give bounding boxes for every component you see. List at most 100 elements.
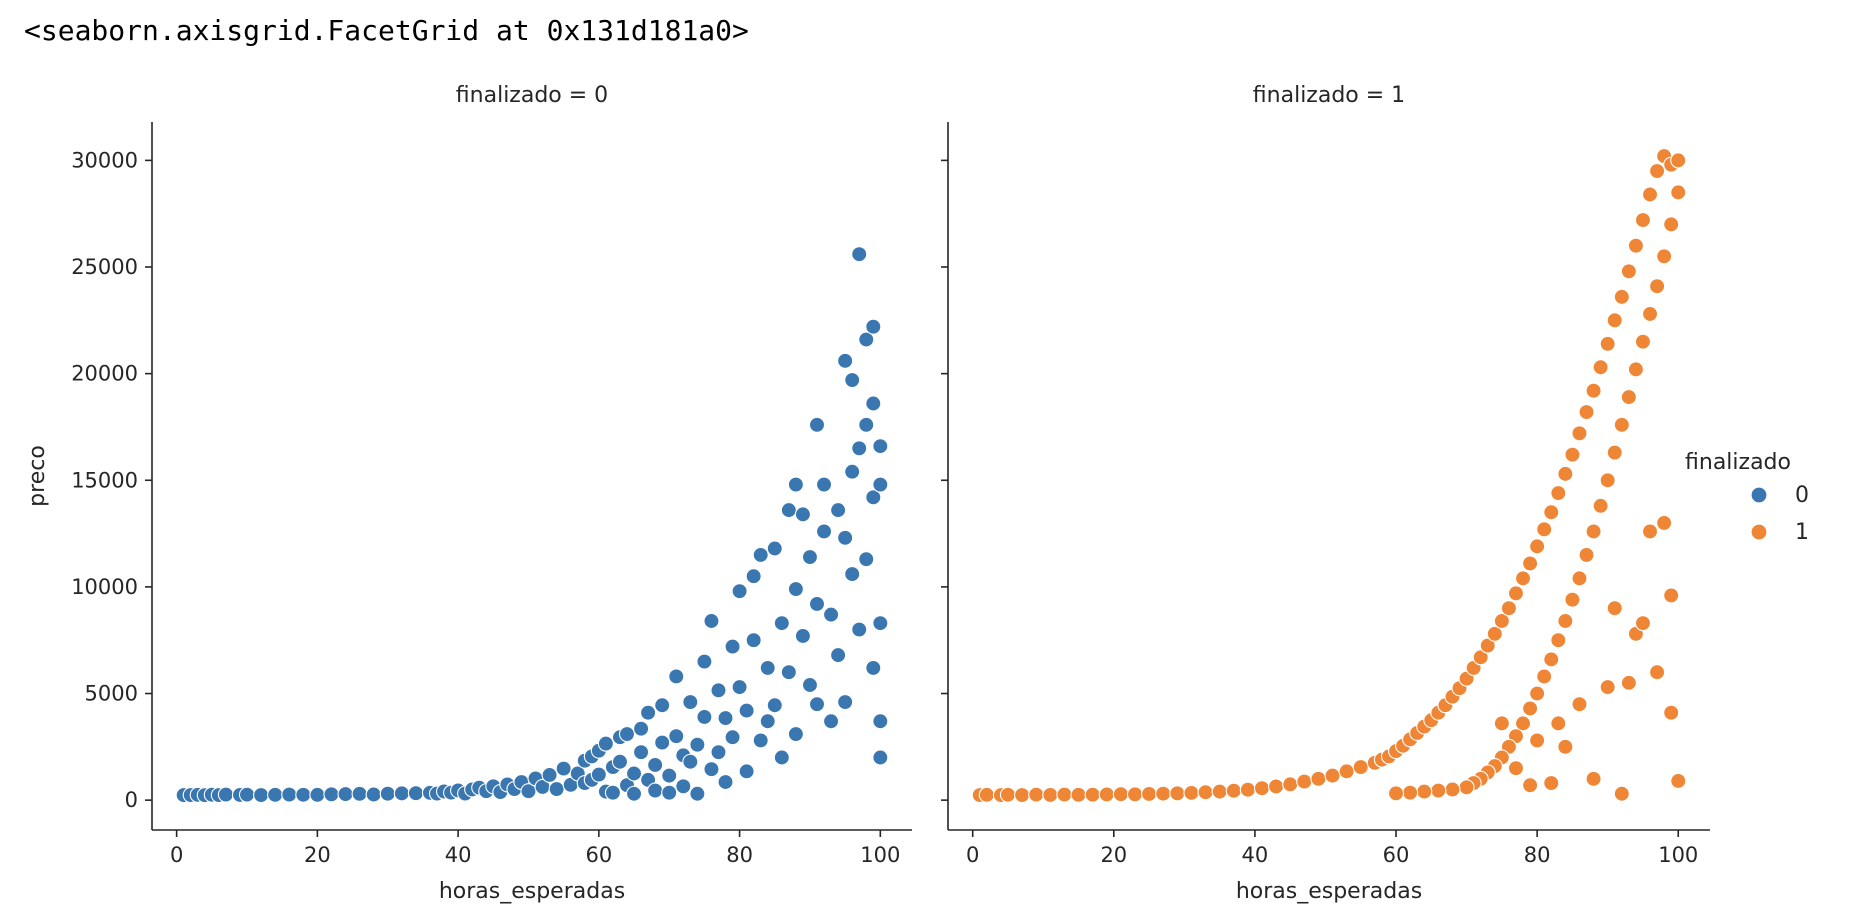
scatter-point <box>780 502 797 519</box>
scatter-point <box>696 708 713 726</box>
scatter-point <box>1536 668 1553 685</box>
scatter-point <box>1169 785 1186 802</box>
scatter-point <box>837 529 854 546</box>
scatter-point <box>647 782 664 799</box>
scatter-point <box>1599 335 1616 352</box>
scatter-point <box>1627 237 1644 254</box>
scatter-point <box>787 580 804 598</box>
scatter-point <box>1507 585 1525 602</box>
scatter-point <box>1571 425 1588 442</box>
scatter-point <box>1578 403 1595 421</box>
scatter-point <box>808 595 826 613</box>
scatter-point <box>309 786 326 803</box>
scatter-point <box>865 395 882 412</box>
scatter-point <box>1126 786 1144 803</box>
scatter-point <box>717 709 734 727</box>
scatter-point <box>661 767 678 784</box>
scatter-point <box>773 615 790 632</box>
scatter-point <box>1564 591 1581 608</box>
scatter-point <box>1613 785 1630 802</box>
scatter-point <box>1268 778 1285 795</box>
scatter-point <box>337 786 354 803</box>
scatter-point <box>1634 333 1652 350</box>
scatter-point <box>1670 152 1687 169</box>
scatter-point <box>1585 523 1602 540</box>
scatter-point <box>541 766 558 784</box>
legend-label-1: 1 <box>1795 520 1809 545</box>
y-tick-label: 20000 <box>71 362 138 386</box>
x-tick-label: 100 <box>860 843 900 867</box>
scatter-point <box>738 702 755 719</box>
scatter-point <box>794 506 811 523</box>
scatter-point <box>738 763 755 780</box>
scatter-point <box>1550 632 1567 649</box>
scatter-point <box>217 786 234 803</box>
scatter-point <box>1543 504 1560 521</box>
scatter-point <box>1493 612 1510 630</box>
scatter-point <box>1155 785 1172 802</box>
scatter-point <box>1352 759 1369 776</box>
legend: finalizado 0 1 <box>1685 450 1809 545</box>
x-tick-label: 0 <box>170 843 183 867</box>
scatter-point <box>1211 783 1228 800</box>
scatter-point <box>865 489 882 506</box>
scatter-point <box>1557 738 1574 755</box>
scatter-point <box>281 786 298 803</box>
scatter-point <box>1656 514 1673 531</box>
scatter-point <box>661 784 678 801</box>
scatter-point <box>625 765 643 782</box>
scatter-point <box>1620 263 1637 280</box>
scatter-point <box>1042 786 1059 803</box>
scatter-point <box>1592 359 1609 376</box>
scatter-point <box>703 761 720 778</box>
scatter-point <box>1529 732 1546 749</box>
scatter-point <box>1663 587 1680 604</box>
scatter-point <box>844 566 861 583</box>
scatter-point <box>1472 649 1489 666</box>
scatter-point <box>844 371 861 389</box>
scatter-point <box>1543 775 1560 792</box>
x-tick-label: 40 <box>1242 843 1269 867</box>
scatter-point <box>682 753 699 770</box>
x-tick-label: 0 <box>966 843 979 867</box>
scatter-point <box>1239 781 1256 798</box>
legend-label-0: 0 <box>1795 483 1809 508</box>
scatter-point <box>808 696 826 713</box>
scatter-point <box>668 728 685 745</box>
scatter-point <box>407 785 424 802</box>
scatter-point <box>633 744 650 761</box>
x-tick-label: 100 <box>1658 843 1698 867</box>
scatter-point <box>1663 216 1680 233</box>
facet-title-1: finalizado = 1 <box>1253 83 1405 108</box>
scatter-point <box>1641 305 1659 322</box>
scatter-point <box>654 734 671 751</box>
scatter-point <box>1112 786 1129 803</box>
scatter-point <box>267 786 284 803</box>
scatter-point <box>703 612 720 630</box>
scatter-point <box>1557 612 1574 630</box>
scatter-point <box>823 713 840 730</box>
scatter-point <box>801 548 819 566</box>
scatter-point <box>745 632 762 649</box>
scatter-point <box>1479 637 1496 654</box>
legend-title: finalizado <box>1685 450 1791 475</box>
scatter-point <box>618 725 636 743</box>
scatter-point <box>823 606 840 623</box>
y-tick-label: 30000 <box>71 148 138 172</box>
scatter-point <box>379 785 396 802</box>
scatter-point <box>1599 472 1616 489</box>
scatter-point <box>696 653 713 670</box>
scatter-point <box>1670 184 1687 201</box>
scatter-point <box>787 725 804 743</box>
scatter-point <box>837 352 854 369</box>
scatter-point <box>1387 785 1405 802</box>
scatter-point <box>590 766 607 783</box>
scatter-point <box>1627 361 1644 378</box>
scatter-point <box>815 523 833 540</box>
scatter-point <box>1585 382 1602 399</box>
scatter-point <box>668 668 685 685</box>
scatter-point <box>682 693 699 711</box>
scatter-point <box>710 682 727 699</box>
scatter-point <box>1416 783 1433 800</box>
scatter-point <box>808 416 826 433</box>
